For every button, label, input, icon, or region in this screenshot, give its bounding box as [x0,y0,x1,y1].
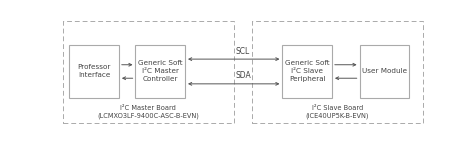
Bar [283,45,332,98]
Text: User Module: User Module [362,68,407,74]
Text: SDA: SDA [235,72,251,80]
Bar [69,45,119,98]
Bar [136,45,185,98]
Text: Generic Soft
I²C Master
Controller: Generic Soft I²C Master Controller [138,60,182,82]
Text: Professor
Interface: Professor Interface [77,65,111,79]
Text: Generic Soft
I²C Slave
Peripheral: Generic Soft I²C Slave Peripheral [285,60,329,82]
Text: I²C Slave Board
(iCE40UP5K-B-EVN): I²C Slave Board (iCE40UP5K-B-EVN) [306,105,369,119]
Text: I²C Master Board
(LCMXO3LF-9400C-ASC-B-EVN): I²C Master Board (LCMXO3LF-9400C-ASC-B-E… [97,105,199,119]
Text: SCL: SCL [236,47,250,56]
Bar [252,21,423,123]
Bar [63,21,234,123]
Bar [360,45,409,98]
